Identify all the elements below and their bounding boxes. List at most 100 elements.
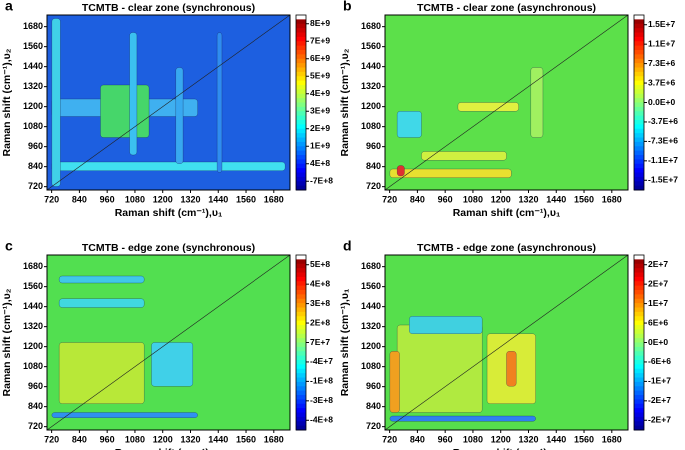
colorbar-band [296, 128, 306, 134]
colorbar-tick-label: 2E+7 [648, 259, 668, 269]
y-tick-label: 1560 [23, 41, 43, 51]
colorbar-band [296, 303, 306, 308]
y-axis-label: Raman shift (cm⁻¹),υ₂ [1, 288, 13, 396]
colorbar-band [296, 41, 306, 47]
colorbar-tick-label: 1E+9 [310, 141, 330, 151]
colorbar-band [634, 85, 644, 90]
colorbar-band [296, 181, 306, 187]
colorbar-band [634, 320, 644, 326]
colorbar-band [296, 23, 306, 29]
colorbar-band [634, 276, 644, 282]
colorbar-band [296, 272, 306, 278]
y-tick-label: 960 [28, 381, 43, 391]
x-tick-label: 1560 [236, 194, 256, 204]
colorbar-band [296, 373, 306, 378]
colorbar-band [296, 255, 306, 260]
colorbar-band [296, 360, 306, 365]
colorbar-band [634, 106, 644, 112]
colorbar-tick-label: 2E+7 [648, 278, 668, 288]
colorbar-band [296, 290, 306, 295]
contour-region [396, 165, 405, 177]
colorbar-band [634, 325, 644, 330]
x-tick-label: 960 [100, 194, 115, 204]
contour-region [396, 111, 422, 138]
colorbar-band [634, 390, 644, 396]
colorbar-band [296, 351, 306, 357]
y-tick-label: 1680 [361, 261, 381, 271]
colorbar-band [634, 416, 644, 422]
colorbar-band [634, 181, 644, 187]
x-tick-label: 1680 [264, 434, 284, 444]
colorbar-band [634, 290, 644, 295]
colorbar-band [296, 106, 306, 112]
colorbar-band [296, 93, 306, 99]
colorbar-band [634, 259, 644, 265]
x-tick-label: 960 [100, 434, 115, 444]
colorbar-band [296, 133, 306, 138]
contour-region [51, 18, 61, 187]
x-tick-label: 720 [44, 194, 59, 204]
contour-region [216, 32, 223, 173]
colorbar-band [296, 155, 306, 160]
y-tick-label: 1200 [361, 341, 381, 351]
y-axis-label: Raman shift (cm⁻¹),υ₂ [339, 48, 351, 156]
x-tick-label: 1560 [574, 194, 594, 204]
colorbar-band [296, 76, 306, 82]
x-tick-label: 840 [410, 194, 425, 204]
colorbar-band [296, 63, 306, 68]
colorbar-band [634, 338, 644, 343]
y-tick-label: 1080 [23, 121, 43, 131]
colorbar-band [634, 45, 644, 51]
colorbar-band [634, 41, 644, 47]
colorbar-tick-label: -4E+7 [310, 356, 333, 366]
colorbar-band [634, 303, 644, 308]
diagonal [46, 14, 291, 191]
colorbar-tick-label: -1E+8 [310, 376, 333, 386]
contour-region [389, 351, 400, 413]
colorbar-band [634, 408, 644, 413]
colorbar-band [296, 311, 306, 317]
colorbar-band [634, 146, 644, 152]
y-tick-label: 1320 [23, 321, 43, 331]
x-tick-label: 1200 [491, 434, 511, 444]
contour-region [51, 412, 198, 418]
colorbar-band [296, 298, 306, 304]
x-tick-label: 720 [44, 434, 59, 444]
x-tick-label: 720 [382, 194, 397, 204]
contour-region [129, 32, 138, 156]
colorbar-band [634, 124, 644, 130]
colorbar-band [296, 377, 306, 383]
colorbar-band [296, 276, 306, 282]
contour-region [100, 84, 150, 138]
colorbar-band [634, 342, 644, 348]
y-tick-label: 840 [366, 401, 381, 411]
x-tick-label: 1080 [463, 434, 483, 444]
x-tick-label: 1680 [602, 434, 622, 444]
colorbar-tick-label: -3E+8 [310, 395, 333, 405]
colorbar-band [296, 163, 306, 169]
contour-region [58, 275, 145, 284]
colorbar-band [296, 80, 306, 86]
colorbar-tick-label: 4E+9 [310, 88, 330, 98]
contour-region [506, 351, 517, 387]
y-tick-label: 1200 [23, 341, 43, 351]
colorbar-band [634, 98, 644, 103]
panel-letter: c [5, 238, 13, 254]
contour-region [457, 102, 519, 112]
colorbar-band [634, 32, 644, 38]
colorbar-band [296, 403, 306, 409]
y-tick-label: 1680 [23, 21, 43, 31]
x-tick-label: 840 [72, 434, 87, 444]
chart-title: TCMTB - edge zone (synchronous) [82, 242, 255, 254]
contour-region [389, 168, 512, 178]
diagonal [384, 14, 629, 191]
colorbar-tick-label: 4E+8 [310, 278, 330, 288]
x-tick-label: 840 [72, 194, 87, 204]
colorbar-tick-label: 7E+9 [310, 36, 330, 46]
y-tick-label: 1320 [23, 81, 43, 91]
colorbar-band [634, 176, 644, 182]
y-tick-label: 1560 [361, 281, 381, 291]
y-tick-label: 1560 [361, 41, 381, 51]
chart-title: TCMTB - clear zone (synchronous) [82, 2, 255, 14]
